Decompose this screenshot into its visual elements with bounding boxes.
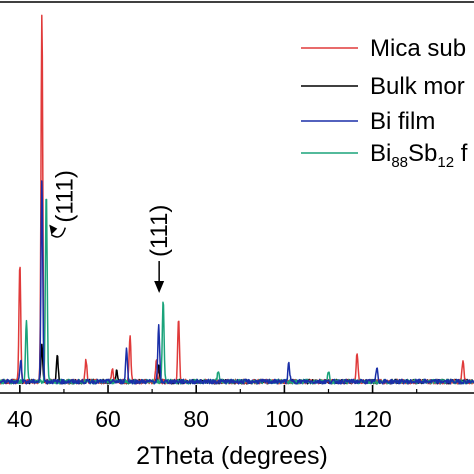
legend-label-bulk: Bulk mor [370, 73, 465, 100]
x-tick-label-100: 100 [265, 406, 303, 432]
annotation-arrowhead-second [154, 281, 165, 294]
x-tick-label-80: 80 [183, 406, 209, 432]
legend-label-bisb: Bi88Sb12 f [370, 140, 468, 171]
annotation-label-111-first: (111) [51, 170, 78, 222]
series-line-3 [0, 180, 474, 385]
legend-bisb-part-f: f [454, 140, 468, 167]
x-axis-label: 2Theta (degrees) [136, 442, 328, 470]
legend-bisb-part-12: 12 [437, 154, 454, 171]
legend: Mica sub Bulk mor Bi film Bi88Sb12 f [301, 35, 468, 171]
legend-bisb-part-88: 88 [391, 154, 408, 171]
annotations: (111) (111) [49, 170, 173, 294]
legend-bisb-part-sb: Sb [408, 140, 437, 167]
legend-bisb-part-bi: Bi [370, 140, 391, 167]
annotation-arrowhead-first [49, 224, 58, 235]
legend-label-mica: Mica sub [370, 35, 466, 62]
x-tick-label-40: 40 [7, 406, 33, 432]
annotation-arrow-first [50, 227, 67, 238]
x-ticks: 40 60 80 100 120 [7, 385, 418, 432]
series-group [0, 14, 474, 385]
annotation-label-111-second: (111) [146, 205, 173, 257]
x-tick-label-60: 60 [95, 406, 121, 432]
x-tick-label-120: 120 [353, 406, 391, 432]
legend-label-bi-film: Bi film [370, 108, 435, 135]
